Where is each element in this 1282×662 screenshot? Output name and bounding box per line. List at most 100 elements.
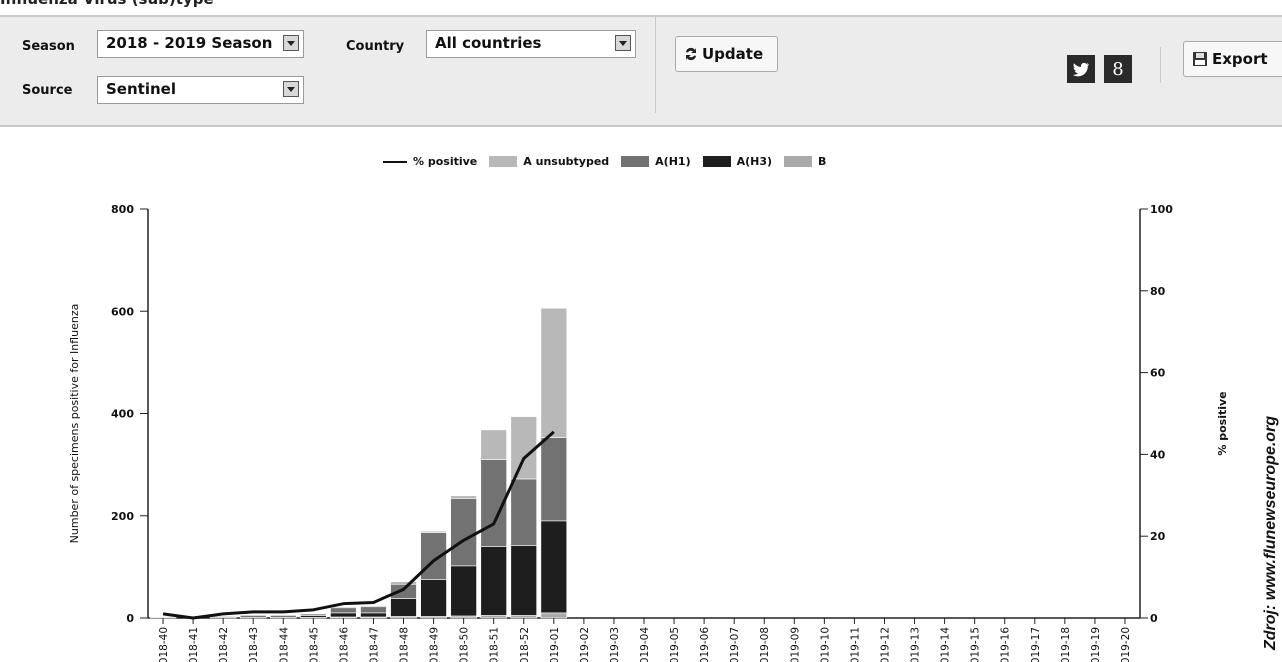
x-tick-label: 2018-51 <box>489 627 501 662</box>
bar-a-unsubtyped-2019-01 <box>540 307 568 438</box>
bar-a-unsubtyped-2018-52 <box>510 416 537 480</box>
x-tick-label: 2019-04 <box>639 627 651 662</box>
x-tick-label: 2019-03 <box>609 627 621 662</box>
bar-a-h3--2018-47 <box>360 612 387 618</box>
bar-a-unsubtyped-2018-51 <box>480 429 507 460</box>
bar-a-unsubtyped-2018-43 <box>239 614 267 616</box>
x-tick-label: 2019-20 <box>1120 627 1132 662</box>
toolbar-divider-2 <box>1160 47 1161 83</box>
google-icon[interactable]: 8 <box>1104 55 1132 83</box>
bar-a-h3--2018-40 <box>149 617 177 619</box>
y2-axis-title: % positive <box>1216 391 1229 455</box>
y2-tick-label: 0 <box>1150 612 1158 625</box>
bar-a-h3--2018-50 <box>450 565 477 617</box>
source-value: Sentinel <box>106 80 176 98</box>
legend-line-swatch <box>383 160 407 163</box>
bar-a-h1--2018-49 <box>420 532 447 580</box>
save-icon <box>1193 52 1207 66</box>
bar-a-h3--2018-52 <box>510 545 537 616</box>
source-select[interactable]: Sentinel <box>97 76 304 104</box>
refresh-icon <box>686 47 696 61</box>
bar-b-2019-01 <box>540 612 568 619</box>
legend-label: A(H3) <box>736 155 773 168</box>
x-tick-label: 2019-06 <box>699 627 711 662</box>
filter-toolbar: Season 2018 - 2019 Season Country All co… <box>0 15 1282 127</box>
x-tick-label: 2019-12 <box>879 627 891 662</box>
bar-b-2018-52 <box>510 615 537 619</box>
source-label: Source <box>22 83 73 98</box>
bar-a-h3--2018-49 <box>420 579 447 617</box>
x-tick-label: 2019-19 <box>1090 627 1102 662</box>
percent-positive-line <box>162 430 555 620</box>
legend-item-a-h3[interactable]: A(H3) <box>702 155 773 168</box>
legend-swatch <box>702 156 731 167</box>
bar-a-unsubtyped-2018-47 <box>360 605 387 608</box>
twitter-bird-icon <box>1072 62 1089 76</box>
bar-a-h3--2018-48 <box>390 598 417 617</box>
update-button[interactable]: Update <box>675 36 778 72</box>
x-tick-label: 2019-17 <box>1030 627 1042 662</box>
bar-a-unsubtyped-2018-49 <box>420 530 447 533</box>
x-tick-label: 2018-48 <box>399 627 411 662</box>
country-label: Country <box>346 39 405 54</box>
y2-tick-label: 20 <box>1150 530 1166 543</box>
season-select[interactable]: 2018 - 2019 Season <box>97 30 304 58</box>
bar-a-h1--2018-47 <box>360 606 387 614</box>
x-tick-label: 2019-18 <box>1060 627 1072 662</box>
legend-swatch <box>489 156 518 167</box>
legend-item-a-h1[interactable]: A(H1) <box>621 155 691 168</box>
x-tick-label: 2019-09 <box>789 627 801 662</box>
chevron-down-icon[interactable] <box>615 35 631 51</box>
bar-b-2018-51 <box>480 615 507 619</box>
x-tick-label: 2018-42 <box>218 627 230 662</box>
bar-a-unsubtyped-2018-45 <box>300 613 327 615</box>
bar-a-unsubtyped-2018-44 <box>270 614 297 616</box>
y2-tick-label: 80 <box>1150 285 1166 298</box>
x-tick-label: 2018-41 <box>188 627 200 662</box>
legend-label: % positive <box>413 155 478 168</box>
y-axis-title: Number of specimens positive for Influen… <box>68 304 81 544</box>
x-tick-label: 2018-49 <box>429 627 441 662</box>
bar-a-h1--2018-52 <box>510 478 537 546</box>
bar-a-h3--2019-01 <box>540 520 568 614</box>
twitter-icon[interactable] <box>1067 55 1095 83</box>
bar-a-h1--2018-46 <box>330 607 357 614</box>
legend-item-b[interactable]: B <box>784 155 826 168</box>
x-tick-label: 2019-05 <box>669 627 681 662</box>
country-select[interactable]: All countries <box>426 30 636 58</box>
bar-a-h3--2018-45 <box>300 615 327 618</box>
chevron-down-icon[interactable] <box>283 35 299 51</box>
x-tick-label: 2018-40 <box>158 627 170 662</box>
google-glyph: 8 <box>1112 58 1124 80</box>
x-tick-label: 2018-44 <box>278 627 290 662</box>
bar-a-unsubtyped-2018-50 <box>450 495 477 499</box>
export-label: Export <box>1212 50 1268 68</box>
export-button[interactable]: Export <box>1183 41 1282 77</box>
bar-b-2018-50 <box>450 615 477 619</box>
legend-item-a-unsubtyped[interactable]: A unsubtyped <box>489 155 609 168</box>
legend-item-percent-positive[interactable]: % positive <box>383 155 477 168</box>
country-value: All countries <box>435 34 542 52</box>
y-tick-label: 200 <box>111 510 134 523</box>
influenza-chart: % positive A unsubtyped A(H1) A(H3) B 0 2… <box>0 127 1282 662</box>
x-tick-label: 2019-13 <box>910 627 922 662</box>
y2-tick-label: 100 <box>1150 203 1173 216</box>
y2-tick-label: 40 <box>1150 448 1166 461</box>
x-tick-label: 2019-02 <box>579 627 591 662</box>
legend-label: B <box>818 155 827 168</box>
x-tick-label: 2019-16 <box>1000 627 1012 662</box>
bar-a-h3--2018-51 <box>480 546 507 616</box>
update-label: Update <box>702 45 764 63</box>
x-tick-label: 2019-07 <box>729 627 741 662</box>
x-tick-label: 2018-47 <box>368 627 380 662</box>
toolbar-divider <box>655 17 656 113</box>
bar-a-h1--2018-48 <box>390 583 417 599</box>
x-tick-label: 2018-52 <box>519 627 531 662</box>
season-value: 2018 - 2019 Season <box>106 34 273 52</box>
legend-swatch <box>784 156 813 167</box>
page-caption: Influenza Virus (sub)type <box>0 0 214 8</box>
season-label: Season <box>22 39 75 54</box>
y-tick-label: 400 <box>111 408 134 421</box>
chevron-down-icon[interactable] <box>283 81 299 97</box>
bar-a-unsubtyped-2018-48 <box>390 581 417 585</box>
